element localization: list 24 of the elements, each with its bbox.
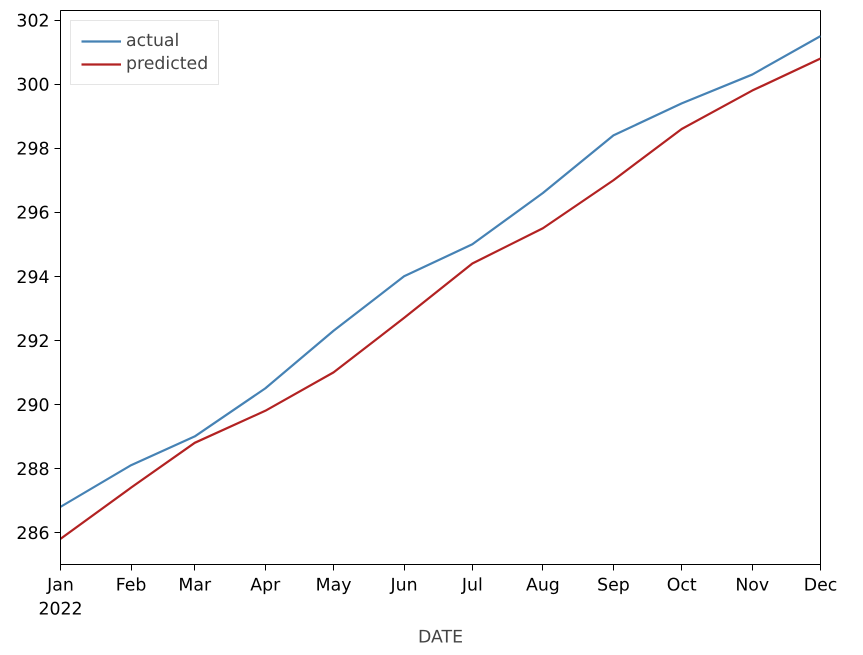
y-tick-label: 298 — [16, 140, 50, 160]
legend-label: predicted — [126, 54, 208, 74]
x-tick-label: Oct — [666, 576, 697, 596]
y-tick-label: 300 — [16, 76, 50, 96]
x-tick-label: May — [316, 576, 352, 596]
x-tick-label: Jun — [390, 576, 418, 596]
x-tick-label: Feb — [116, 576, 146, 596]
x-tick-label: Jul — [460, 576, 483, 596]
y-tick-label: 296 — [16, 204, 50, 224]
x-axis-title: DATE — [418, 628, 464, 648]
y-tick-label: 288 — [16, 460, 50, 480]
y-tick-label: 294 — [16, 268, 50, 288]
x-tick-label: Apr — [250, 576, 282, 596]
y-tick-label: 290 — [16, 396, 50, 416]
y-tick-label: 286 — [16, 524, 50, 544]
y-tick-label: 292 — [16, 332, 50, 352]
x-tick-label: Aug — [526, 576, 560, 596]
y-tick-label: 302 — [16, 12, 50, 32]
x-tick-label: Jan 2022 — [38, 576, 83, 620]
x-tick-label: Sep — [597, 576, 630, 596]
x-tick-label: Nov — [735, 576, 770, 596]
legend-label: actual — [126, 31, 180, 51]
x-tick-label: Dec — [804, 576, 838, 596]
x-tick-label: Mar — [178, 576, 212, 596]
